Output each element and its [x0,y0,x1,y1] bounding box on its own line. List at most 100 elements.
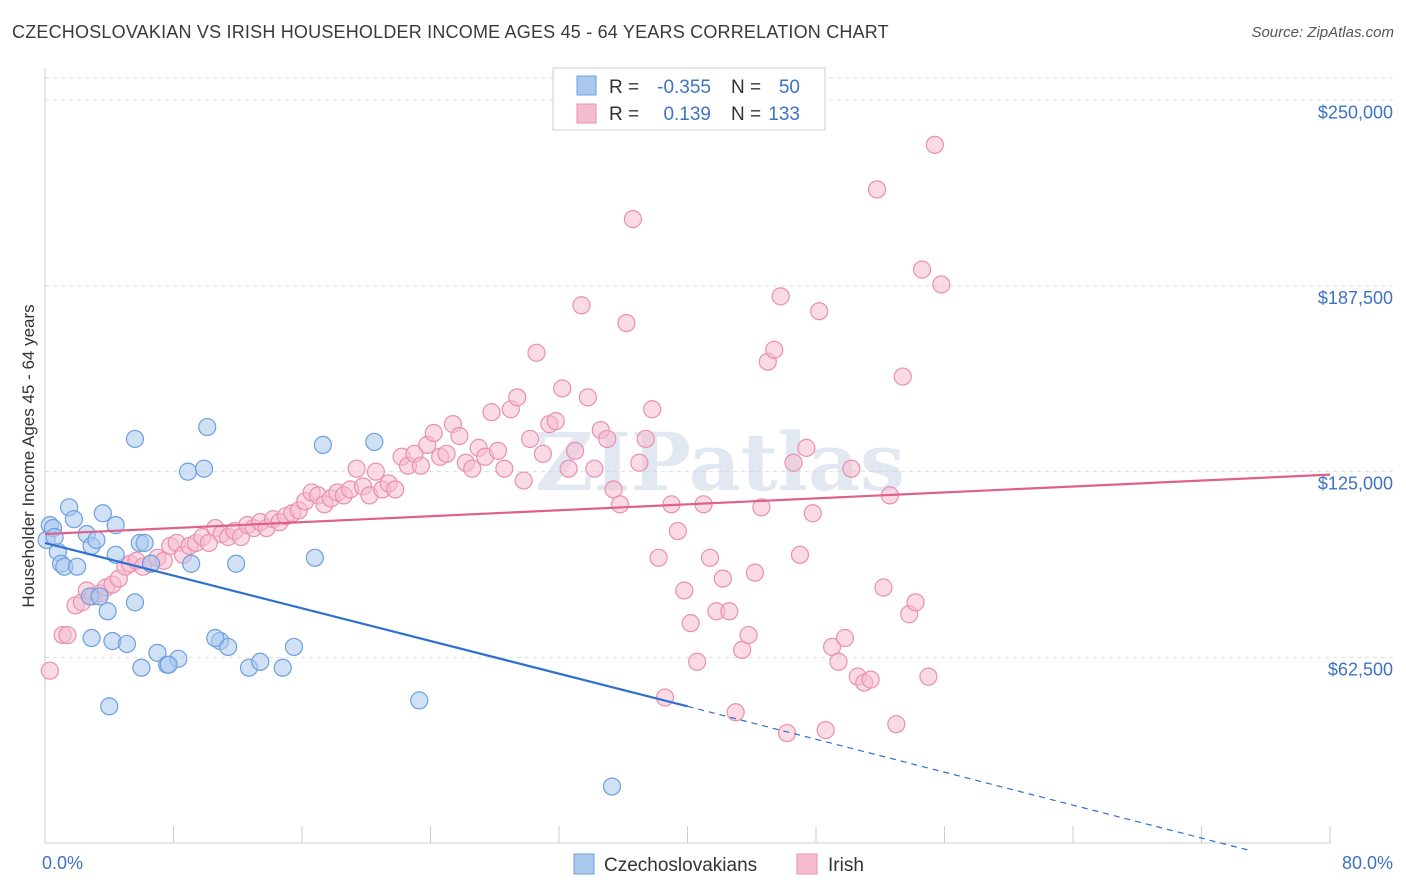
irish-point-136 [919,667,938,686]
czechoslovakian-point-14 [98,602,117,621]
czechoslovakian-point-43 [410,691,429,710]
irish-point-80 [559,459,578,478]
irish-point-138 [932,275,951,294]
czechoslovakian-point-25 [148,643,167,662]
x-tick-label-1: 80.0% [1342,853,1393,873]
irish-point-113 [771,287,790,306]
czechoslovakian-point-30 [178,462,198,481]
irish-point-100 [688,652,707,671]
irish-point-89 [617,313,636,333]
irish-point-72 [508,388,527,407]
irish-point-122 [829,652,848,671]
irish-point-105 [720,602,739,621]
czechoslovakian-point-12 [87,530,106,550]
legend-swatch-irish [576,103,597,124]
czechoslovakian-point-35 [227,554,246,573]
irish-point-57 [411,456,430,475]
irish-point-68 [482,403,501,422]
legend-r-label-1: R = [609,77,639,98]
irish-point-81 [565,441,585,460]
czechoslovakian-point-46 [182,554,201,573]
czechoslovakian-point-16 [90,587,109,606]
bottom-legend-swatch-czechoslovakians [573,853,595,875]
irish-point-47 [347,459,366,478]
irish-point-135 [912,260,932,279]
czechoslovakian-point-34 [219,637,238,657]
irish-point-123 [835,628,855,648]
irish-point-50 [366,462,385,481]
czechoslovakian-point-45 [159,655,178,674]
irish-point-78 [546,412,565,431]
legend-n-label-1: N = [731,77,761,98]
irish-point-110 [752,498,771,517]
irish-point-79 [553,379,572,398]
irish-point-84 [585,459,604,478]
legend-r-value-2: 0.139 [663,104,711,125]
irish-point-118 [803,504,822,523]
series-legend: Czechoslovakians Irish [573,853,864,876]
irish-point-128 [867,180,887,199]
irish-point-91 [630,453,649,472]
irish-point-104 [713,569,732,588]
irish-point-131 [887,715,906,734]
irish-point-88 [610,495,630,514]
czechoslovakian-point-19 [125,593,145,612]
irish-point-70 [495,459,514,478]
y-tick-labels: $62,500 $125,000 $187,500 $250,000 [1318,102,1393,679]
irish-point-83 [578,388,598,407]
irish-point-129 [874,578,893,597]
czechoslovakian-point-37 [251,652,270,671]
irish-point-137 [925,135,944,154]
irish-point-59 [424,423,443,443]
czechoslovakian-point-28 [135,533,154,553]
czechoslovakian-point-32 [198,417,217,437]
legend-r-label-2: R = [609,104,639,125]
legend-n-label-2: N = [731,104,761,125]
czechoslovakian-point-23 [117,634,137,654]
irish-point-53 [386,480,405,499]
czechoslovakian-point-8 [64,510,84,529]
bottom-legend-label-czechoslovakians: Czechoslovakians [604,855,757,876]
czechoslovakian-trend-line-extension [687,705,1250,852]
czechoslovakian-point-13 [93,504,112,523]
irish-point-74 [520,429,540,449]
irish-trend-line [44,473,1331,536]
irish-point-116 [790,545,810,564]
irish-point-120 [816,721,835,740]
czechoslovakian-point-21 [106,516,125,535]
czechoslovakian-point-17 [125,429,145,449]
irish-point-95 [655,688,675,707]
czechoslovakian-point-24 [132,658,151,677]
irish-point-73 [514,471,533,490]
czechoslovakian-trend-line [44,541,688,708]
irish-point-2 [58,625,77,645]
axes [44,68,1331,844]
y-tick-label-1: $125,000 [1318,474,1393,494]
legend-swatch-czechoslovakians [576,75,597,96]
irish-point-127 [861,670,880,689]
czechoslovakian-point-49 [82,628,101,648]
czechoslovakian-points [37,417,622,796]
irish-point-93 [643,400,662,419]
czechoslovakian-point-40 [305,548,324,567]
irish-point-82 [572,296,591,315]
czechoslovakian-point-38 [273,658,292,677]
irish-point-65 [463,459,482,478]
irish-point-76 [533,444,553,463]
trend-lines [44,473,1331,852]
czechoslovakian-point-39 [284,637,304,657]
correlation-legend: R = -0.355 N = 50 R = 0.139 N = 133 [552,67,826,131]
irish-point-132 [893,367,912,386]
irish-point-99 [681,614,700,633]
y-tick-label-2: $187,500 [1318,288,1393,308]
irish-point-75 [527,343,546,362]
y-tick-label-0: $62,500 [1328,659,1393,679]
irish-point-115 [784,453,803,472]
irish-point-114 [777,723,797,743]
x-tick-labels: 0.0% 80.0% [42,853,1393,873]
irish-point-69 [488,441,508,460]
legend-r-value-1: -0.355 [657,77,711,98]
czechoslovakian-point-41 [313,435,332,455]
czechoslovakian-point-44 [602,777,622,796]
